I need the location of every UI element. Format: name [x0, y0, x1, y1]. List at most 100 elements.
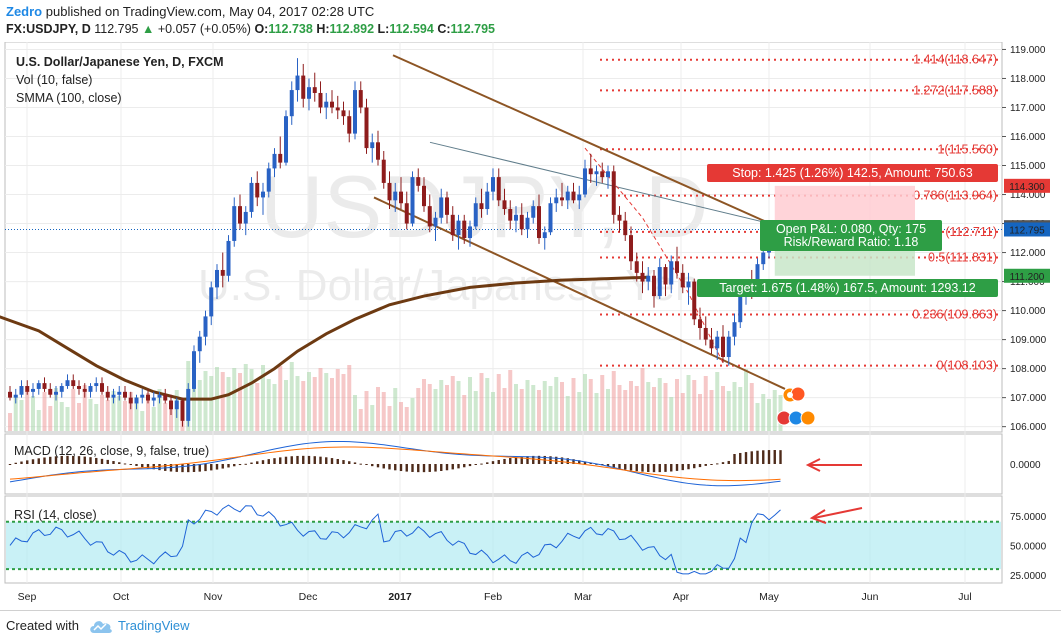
candle-body	[364, 107, 369, 149]
candle-body	[531, 206, 536, 218]
volume-bar	[772, 390, 777, 431]
volume-bar	[473, 391, 478, 431]
volume-bar	[393, 388, 398, 431]
volume-bar	[617, 385, 622, 431]
candle-body	[387, 182, 392, 201]
candle-body	[450, 214, 455, 236]
volume-bar	[709, 390, 714, 431]
macd-histogram-bar	[652, 464, 656, 473]
trend-line	[429, 141, 771, 225]
candle-body	[761, 252, 766, 265]
tradingview-brand-link[interactable]: TradingView	[118, 618, 190, 633]
macd-histogram-bar	[520, 456, 523, 464]
smma-polyline	[0, 275, 649, 401]
volume-bar	[502, 388, 507, 431]
macd-arrow-icon	[805, 458, 862, 472]
candle-body	[209, 287, 214, 317]
volume-bar	[404, 407, 409, 431]
candle-body	[399, 191, 403, 204]
low-value: 112.594	[389, 22, 434, 36]
volume-bar	[445, 385, 449, 431]
macd-histogram-bar	[118, 462, 121, 464]
fib-label: 1(115.560)	[937, 142, 997, 156]
price-axis[interactable]: 119.000 118.000 117.000 116.000 115.000 114.0…	[1002, 45, 1050, 433]
rsi-series: 75.0000 50.0000 25.0000	[6, 504, 1047, 582]
volume-bar	[611, 371, 616, 431]
volume-bar	[542, 381, 547, 431]
candle-body	[8, 391, 12, 398]
macd-histogram-bar	[491, 461, 495, 464]
macd-histogram-bar	[762, 450, 765, 464]
candle-body	[77, 386, 81, 389]
candle-body	[456, 220, 461, 236]
candle-body	[738, 296, 743, 323]
event-flags-icon[interactable]	[776, 386, 816, 426]
volume-bar	[462, 395, 467, 431]
macd-histogram-bar	[106, 459, 109, 464]
volume-bar	[548, 386, 553, 431]
candle-body	[284, 116, 288, 163]
candle-body	[312, 87, 317, 93]
macd-histogram-bar	[204, 464, 207, 472]
fib-label: 0.236(109.863)	[912, 308, 997, 322]
pnl-label-text: Open P&L: 0.080, Qty: 175	[776, 222, 926, 236]
candle-body	[623, 220, 628, 236]
time-tick-label: Sep	[18, 591, 37, 603]
fib-label: 0(108.103)	[937, 359, 997, 373]
volume-bar	[479, 373, 484, 431]
macd-histogram-bar	[359, 463, 362, 465]
macd-histogram-bar	[37, 458, 40, 464]
candle-body	[94, 383, 99, 387]
candle-body	[13, 394, 18, 398]
price-tick-label: 114.000	[1010, 190, 1046, 201]
volume-bar	[738, 387, 743, 431]
candle-body	[295, 75, 300, 91]
last-price: 112.795	[94, 22, 139, 36]
candle-body	[698, 319, 702, 328]
candle-body	[203, 316, 208, 337]
candle-body	[732, 322, 737, 337]
macd-histogram-bar	[376, 464, 380, 468]
price-tag-label: 111.200	[1010, 272, 1045, 283]
time-tick-label: Nov	[204, 591, 223, 603]
macd-histogram-bar	[26, 460, 29, 464]
price-change: +0.057 (+0.05%)	[157, 22, 251, 36]
macd-histogram-bar	[394, 464, 397, 471]
candle-body	[692, 281, 697, 320]
macd-histogram-bar	[411, 464, 414, 472]
volume-bar	[560, 382, 564, 431]
macd-histogram-bar	[417, 464, 420, 473]
candle-body	[502, 200, 507, 210]
candle-body	[554, 197, 559, 204]
candle-body	[721, 336, 725, 358]
author-name[interactable]: Zedro	[6, 4, 43, 19]
macd-histogram-bar	[422, 464, 426, 473]
time-axis[interactable]: Sep Oct Nov Dec 2017 Feb Mar Apr May Jun Jul	[18, 591, 972, 603]
candle-body	[433, 217, 438, 227]
volume-bar	[537, 390, 541, 431]
candle-body	[289, 90, 294, 117]
candle-body	[65, 380, 70, 387]
volume-bar	[289, 362, 294, 431]
macd-histogram-bar	[618, 464, 621, 469]
macd-histogram-bar	[238, 464, 242, 466]
macd-histogram-bar	[555, 456, 558, 464]
chart-area[interactable]: USDJPY, D U.S. Dollar/Japanese Yen 1.414…	[0, 42, 1061, 610]
volume-bar	[721, 386, 725, 431]
candle-body	[48, 388, 53, 395]
volume-bar	[307, 372, 311, 431]
macd-signal-line	[9, 446, 781, 482]
macd-histogram-bar	[744, 452, 748, 464]
candle-body	[611, 171, 616, 215]
rsi-arrow-icon	[809, 507, 863, 524]
macd-histogram-bar	[307, 455, 311, 464]
candle-body	[491, 177, 495, 192]
time-tick-label: Oct	[113, 591, 129, 603]
candle-body	[226, 240, 231, 276]
macd-histogram-bar	[83, 456, 86, 464]
candle-body	[261, 191, 265, 198]
volume-bar	[652, 387, 656, 431]
macd-histogram-bar	[158, 464, 161, 471]
candle-body	[347, 116, 352, 134]
tradingview-cloud-icon[interactable]	[88, 617, 114, 635]
